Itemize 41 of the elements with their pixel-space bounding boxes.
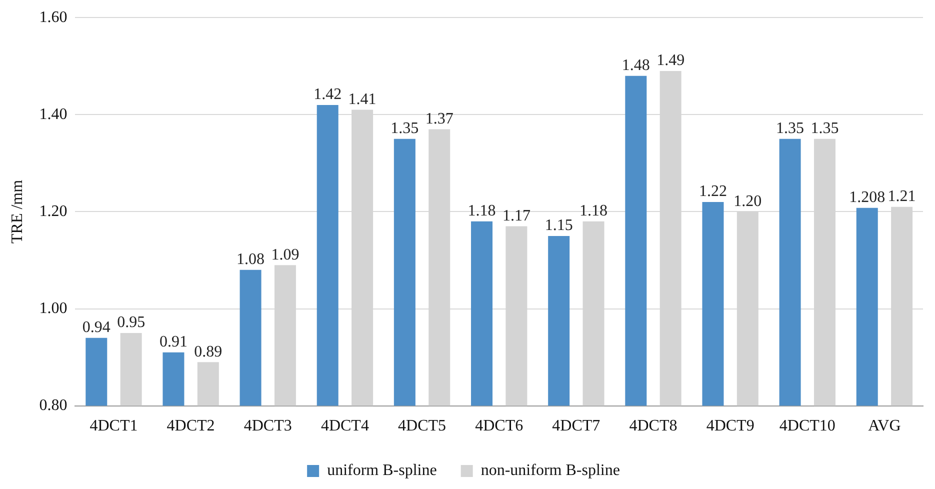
x-tick-label: 4DCT2 bbox=[166, 418, 215, 435]
data-label: 0.94 bbox=[82, 319, 110, 336]
data-label: 1.09 bbox=[271, 246, 300, 264]
x-tick-label: 4DCT4 bbox=[320, 418, 369, 435]
data-label: 1.18 bbox=[468, 202, 496, 220]
y-axis-title: TRE /mm bbox=[8, 179, 26, 244]
x-tick-label: 4DCT6 bbox=[475, 418, 524, 435]
data-label: 1.35 bbox=[810, 120, 839, 138]
data-label: 1.21 bbox=[888, 188, 916, 206]
data-label: 1.22 bbox=[698, 183, 727, 200]
x-tick-label: AVG bbox=[868, 418, 902, 435]
x-tick-label: 4DCT9 bbox=[706, 418, 754, 435]
x-tick-label: 4DCT10 bbox=[779, 418, 836, 435]
y-tick-label: 1.00 bbox=[39, 300, 68, 317]
data-label: 1.35 bbox=[390, 120, 419, 138]
data-label: 1.42 bbox=[314, 86, 342, 104]
data-label: 1.18 bbox=[580, 202, 608, 220]
data-label: 1.208 bbox=[849, 189, 886, 206]
data-label: 1.37 bbox=[425, 110, 454, 128]
data-label: 1.49 bbox=[656, 52, 685, 70]
data-label: 0.91 bbox=[159, 334, 188, 351]
data-label: 1.41 bbox=[348, 91, 376, 108]
data-label: 1.20 bbox=[734, 192, 762, 210]
x-tick-label: 4DCT5 bbox=[398, 418, 446, 435]
data-label: 1.17 bbox=[502, 207, 530, 224]
y-tick-label: 1.20 bbox=[39, 202, 68, 220]
data-label: 1.35 bbox=[776, 120, 804, 138]
x-tick-label: 4DCT8 bbox=[629, 418, 678, 435]
data-label: 1.08 bbox=[236, 251, 265, 268]
x-tick-label: 4DCT1 bbox=[90, 418, 138, 435]
x-tick-label: 4DCT3 bbox=[244, 418, 292, 435]
legend-label: uniform B-spline bbox=[327, 462, 437, 480]
legend-label: non-uniform B-spline bbox=[480, 462, 620, 480]
y-tick-label: 1.60 bbox=[39, 8, 68, 26]
x-tick-label: 4DCT7 bbox=[552, 418, 600, 435]
data-label: 0.95 bbox=[117, 314, 146, 332]
data-label: 1.15 bbox=[544, 217, 573, 234]
data-label: 1.48 bbox=[622, 57, 650, 74]
data-label: 0.89 bbox=[194, 343, 222, 360]
y-tick-label: 1.40 bbox=[39, 106, 68, 123]
y-tick-label: 0.80 bbox=[39, 397, 68, 414]
